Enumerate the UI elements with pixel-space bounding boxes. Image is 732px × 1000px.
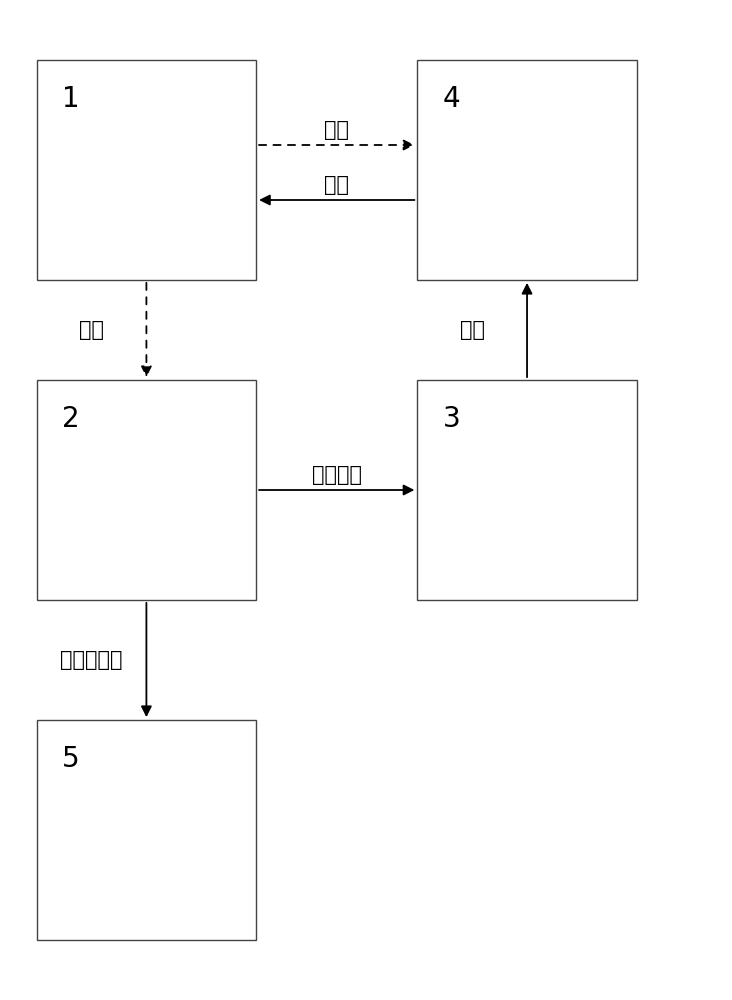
- Text: 指令: 指令: [79, 320, 104, 340]
- Bar: [37, 720, 256, 940]
- Text: 4: 4: [443, 85, 460, 113]
- Text: 双电压供电: 双电压供电: [60, 650, 123, 670]
- Bar: [417, 380, 637, 600]
- Text: 3: 3: [443, 405, 460, 433]
- Bar: [37, 60, 256, 280]
- Text: 5: 5: [62, 745, 80, 773]
- Bar: [417, 60, 637, 280]
- Text: 指令: 指令: [324, 120, 349, 140]
- Text: 数据: 数据: [324, 175, 349, 195]
- Text: 2: 2: [62, 405, 80, 433]
- Text: 信号: 信号: [460, 320, 485, 340]
- Text: 1: 1: [62, 85, 80, 113]
- Text: 脉冲信号: 脉冲信号: [312, 465, 362, 485]
- Bar: [37, 380, 256, 600]
